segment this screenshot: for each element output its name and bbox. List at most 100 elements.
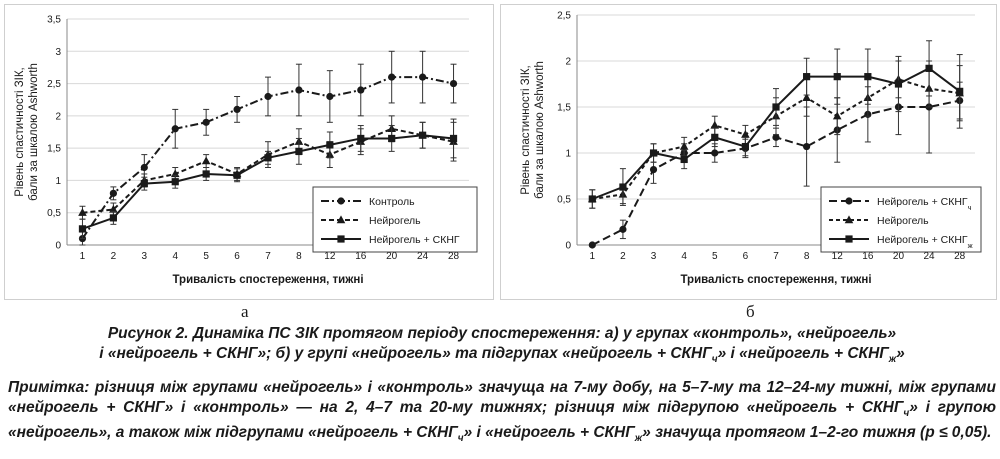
chart-b-xtick-label: 6 (743, 251, 749, 262)
chart-b-xtick-label: 5 (712, 251, 718, 262)
chart-b-xtick-label: 1 (590, 251, 596, 262)
chart-a-svg: 00,511,522,533,51 2 3 4 5 6 7 8 12 16 20 24 28Тривал… (14, 15, 478, 286)
chart-b-data-point (619, 225, 627, 233)
chart-b-data-point (803, 142, 811, 151)
chart-a-ytick-label: 1,5 (47, 144, 61, 155)
chart-b-y-axis-title-line1: Рівень спастичності ЗІК, (520, 65, 532, 195)
chart-b-legend: Нейрогель + СКНГч Нейрогель Нейрогель + СК… (820, 186, 982, 253)
chart-a-data-point (140, 180, 148, 188)
chart-b-svg: 00,511,522,51 2 3 4 5 6 7 8 12 16 20 24 28Тривалість… (520, 11, 982, 286)
chart-a-legend-marker (337, 197, 345, 205)
chart-a-xtick-label: 28 (448, 251, 460, 262)
chart-b-data-point (864, 73, 872, 81)
chart-a-xtick-label: 4 (172, 251, 178, 262)
figure-note: Примітка: різниця між групами «нейрогель… (8, 379, 996, 445)
chart-a-data-point (202, 118, 210, 126)
chart-b-xtick-label: 12 (832, 251, 844, 262)
chart-a-xtick-label: 3 (142, 251, 148, 262)
chart-b-xtick-label: 24 (924, 251, 936, 262)
chart-b-legend-label-subscript: ч (968, 203, 972, 212)
chart-b-legend-label: Нейрогель (877, 215, 929, 227)
chart-a-data-point (264, 154, 272, 162)
chart-b-legend-marker (845, 235, 853, 243)
chart-b-xtick-label: 8 (804, 251, 810, 262)
chart-a-data-point (326, 92, 334, 101)
chart-a-data-point (295, 147, 303, 155)
chart-a-data-point (171, 125, 179, 133)
chart-a-legend-label: Нейрогель + СКНГ (369, 234, 460, 246)
chart-a-data-point (388, 73, 396, 81)
chart-a-xtick-label: 12 (324, 251, 336, 262)
chart-a-data-point (419, 73, 427, 81)
chart-a-xtick-label: 7 (265, 251, 271, 262)
chart-a-y-axis-title-line2: бали за шкалою Ashworth (28, 63, 40, 201)
chart-a-legend: Контроль Нейрогель Нейрогель + СКНГ (312, 186, 478, 253)
chart-a-xtick-label: 6 (234, 251, 240, 262)
chart-b-ytick-label: 1,5 (557, 103, 571, 114)
chart-b-data-point (588, 241, 596, 249)
chart-a-ytick-label: 0 (55, 241, 61, 252)
chart-b-xtick-label: 16 (862, 251, 874, 262)
chart-a-xtick-label: 16 (355, 251, 367, 262)
figure-caption-line1: Рисунок 2. Динаміка ПС ЗІК протягом пері… (107, 325, 897, 342)
chart-b-legend-label: Нейрогель + СКНГж (877, 234, 973, 250)
chart-a-series-3 (78, 118, 458, 240)
chart-b-legend-marker (844, 215, 854, 224)
chart-a-data-point (202, 170, 210, 178)
chart-a-legend-label: Нейрогель (369, 215, 421, 227)
chart-a-xtick-label: 24 (417, 251, 429, 262)
chart-a-data-point (109, 204, 118, 213)
chart-a-ytick-label: 2 (55, 111, 61, 122)
chart-a-xtick-label: 8 (296, 251, 302, 262)
chart-b-ytick-label: 2 (565, 57, 571, 68)
chart-a-xtick-label: 20 (386, 251, 398, 262)
chart-a-xtick-label: 1 (80, 251, 86, 262)
chart-b-data-point (833, 73, 841, 81)
chart-b-data-point (710, 120, 720, 129)
chart-b-data-point (894, 80, 903, 88)
chart-a-data-point (295, 86, 303, 94)
chart-b-data-point (680, 155, 688, 164)
chart-panel-b: 0 0,5 1 1,5 2 2,5 1 2 3 4 5 6 7 8 12 16 20 24 28 Тривалість… (500, 4, 997, 300)
chart-a-ytick-label: 2,5 (47, 79, 61, 90)
chart-b-data-point (649, 165, 658, 174)
chart-b-data-point (925, 64, 933, 72)
chart-b-data-point (679, 141, 689, 150)
chart-b-data-point (741, 142, 749, 151)
chart-a-data-point (357, 86, 365, 94)
chart-b-xtick-label: 4 (681, 251, 687, 262)
chart-a-data-point (326, 141, 334, 149)
chart-a-data-point (78, 225, 87, 233)
chart-a-data-point (419, 131, 427, 139)
chart-b-data-point (711, 133, 719, 141)
chart-a-data-point (233, 171, 241, 179)
chart-a-legend-marker (337, 235, 345, 243)
chart-b-xtick-label: 7 (773, 251, 779, 262)
chart-a-x-axis-title: Тривалість спостереження, тижні (172, 274, 363, 286)
chart-b-legend-label: Нейрогель + СКНГч (877, 196, 972, 212)
chart-a-xtick-label: 5 (203, 251, 209, 262)
chart-b-x-axis-title: Тривалість спостереження, тижні (680, 274, 871, 286)
chart-b-ytick-label: 1 (565, 149, 571, 160)
chart-a-data-point (388, 134, 396, 143)
chart-b-data-point (741, 130, 750, 138)
chart-a-data-point (233, 105, 241, 113)
chart-b-xtick-label: 28 (954, 251, 966, 262)
chart-b-data-point (588, 195, 596, 203)
chart-a-data-point (449, 79, 458, 88)
chart-b-data-point (711, 149, 719, 157)
figure-caption: Рисунок 2. Динаміка ПС ЗІК протягом пері… (8, 324, 996, 370)
chart-b-data-point (802, 93, 811, 101)
chart-b-series-2 (588, 60, 964, 209)
chart-b-ytick-label: 2,5 (557, 11, 571, 22)
chart-a-legend-marker (336, 215, 346, 224)
chart-b-data-point (832, 111, 842, 120)
chart-b-data-point (956, 87, 964, 95)
chart-a-series-1 (78, 50, 458, 246)
chart-b-data-point (772, 133, 780, 141)
chart-a-ytick-label: 1 (55, 176, 61, 187)
chart-b-data-point (803, 73, 811, 81)
chart-a-data-point (264, 92, 272, 101)
chart-b-data-point (649, 149, 658, 157)
chart-b-data-point (772, 103, 780, 111)
